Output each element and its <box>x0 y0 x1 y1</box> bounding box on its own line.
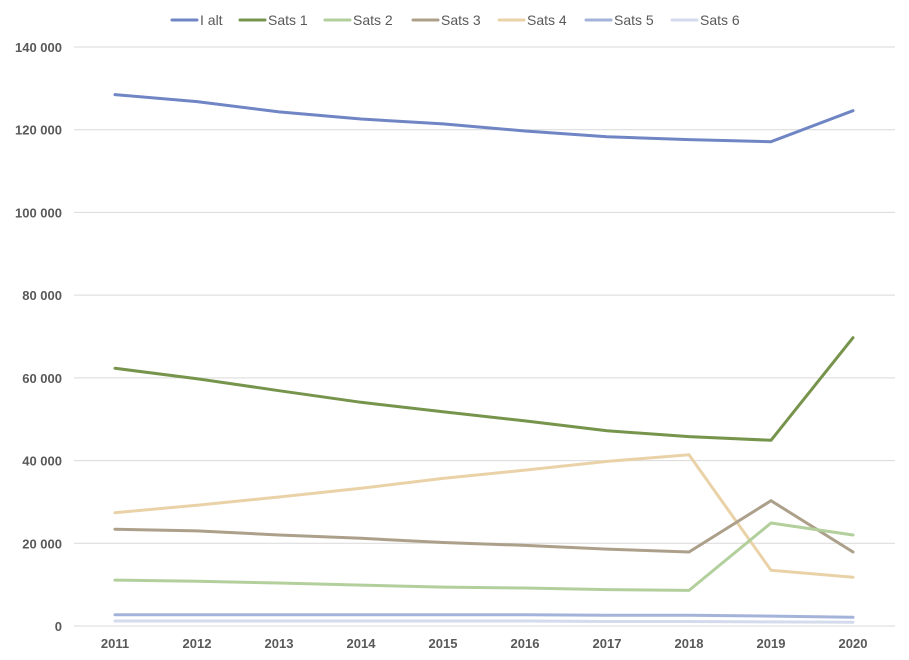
y-axis: 0 20 000 40 000 60 000 80 000 100 000 120 000 1… <box>15 40 62 634</box>
series-lines <box>113 93 855 624</box>
y-tick-label: 40 000 <box>22 454 62 469</box>
y-tick-label: 120 000 <box>15 123 62 138</box>
series-line-sats-1 <box>113 336 855 442</box>
legend-label: Sats 3 <box>441 12 481 28</box>
series-line-sats-2 <box>113 521 855 592</box>
y-tick-label: 20 000 <box>22 536 62 551</box>
series-line-sats-5 <box>113 613 855 619</box>
series-line-sats-6 <box>113 619 855 624</box>
x-tick-label: 2020 <box>839 636 868 651</box>
gridlines <box>74 46 895 627</box>
x-tick-label: 2011 <box>101 636 129 651</box>
series-line-sats-4 <box>113 453 855 579</box>
legend-label: Sats 4 <box>527 12 567 28</box>
y-tick-label: 0 <box>55 619 62 634</box>
legend: I alt Sats 1 Sats 2 Sats 3 Sats 4 Sats 5 Sats … <box>170 12 740 28</box>
legend-item: Sats 1 <box>238 12 308 28</box>
legend-label: Sats 2 <box>353 12 393 28</box>
legend-label: Sats 6 <box>700 12 740 28</box>
legend-item: Sats 3 <box>411 12 481 28</box>
x-tick-label: 2013 <box>265 636 294 651</box>
y-tick-label: 60 000 <box>22 371 62 386</box>
y-tick-label: 100 000 <box>15 205 62 220</box>
series-line-sats-3 <box>113 499 855 554</box>
y-tick-label: 80 000 <box>22 288 62 303</box>
legend-label: Sats 5 <box>614 12 654 28</box>
x-tick-label: 2015 <box>429 636 458 651</box>
x-tick-label: 2016 <box>511 636 540 651</box>
legend-item: I alt <box>170 12 223 28</box>
series-line-i-alt <box>113 93 855 144</box>
x-tick-label: 2019 <box>757 636 786 651</box>
legend-item: Sats 4 <box>497 12 567 28</box>
legend-item: Sats 5 <box>584 12 654 28</box>
legend-item: Sats 6 <box>670 12 740 28</box>
x-tick-label: 2017 <box>593 636 622 651</box>
legend-label: I alt <box>200 12 223 28</box>
x-axis: 2011 2012 2013 2014 2015 2016 2017 2018 2019 2020 <box>101 636 868 651</box>
legend-item: Sats 2 <box>323 12 393 28</box>
y-tick-label: 140 000 <box>15 40 62 55</box>
legend-label: Sats 1 <box>268 12 308 28</box>
x-tick-label: 2018 <box>675 636 704 651</box>
x-tick-label: 2012 <box>183 636 212 651</box>
x-tick-label: 2014 <box>347 636 377 651</box>
